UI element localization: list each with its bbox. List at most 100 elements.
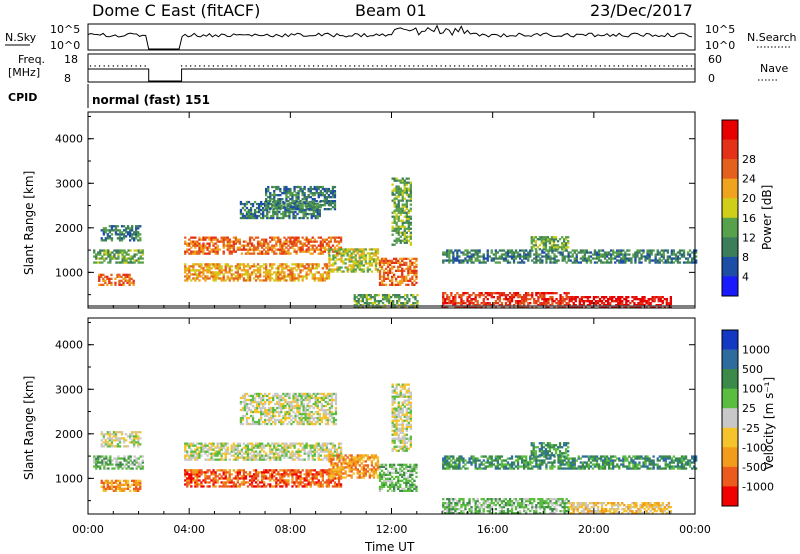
heatmap-cell xyxy=(543,294,546,297)
heatmap-cell xyxy=(117,457,120,460)
heatmap-cell xyxy=(275,252,278,255)
heatmap-cell xyxy=(198,452,201,455)
heatmap-cell xyxy=(291,194,294,197)
heatmap-cell xyxy=(103,467,106,470)
heatmap-cell xyxy=(412,306,415,309)
heatmap-cell xyxy=(466,253,469,256)
heatmap-cell xyxy=(401,197,404,200)
heatmap-cell xyxy=(405,205,408,208)
heatmap-cell xyxy=(245,216,249,220)
heatmap-cell xyxy=(401,257,404,260)
heatmap-cell xyxy=(311,458,314,461)
heatmap-cell xyxy=(206,242,209,245)
heatmap-cell xyxy=(226,442,229,445)
heatmap-cell xyxy=(125,261,128,264)
heatmap-cell xyxy=(198,271,201,274)
heatmap-cell xyxy=(510,251,514,254)
heatmap-cell xyxy=(670,249,673,252)
heatmap-cell xyxy=(494,249,497,252)
heatmap-cell xyxy=(299,450,302,453)
heatmap-cell xyxy=(382,275,386,278)
heatmap-cell xyxy=(297,202,300,205)
heatmap-cell xyxy=(458,255,461,258)
heatmap-cell xyxy=(123,251,126,254)
heatmap-cell xyxy=(494,255,497,258)
heatmap-cell xyxy=(416,294,419,297)
heatmap-cell xyxy=(348,256,351,259)
heatmap-cell xyxy=(293,275,296,278)
heatmap-cell xyxy=(186,273,189,276)
heatmap-cell xyxy=(339,448,343,451)
nave-dot xyxy=(249,65,251,67)
heatmap-cell xyxy=(578,298,581,301)
heatmap-cell xyxy=(275,275,278,278)
heatmap-cell xyxy=(214,265,217,268)
heatmap-cell xyxy=(353,300,356,303)
heatmap-cell xyxy=(674,255,678,258)
heatmap-cell xyxy=(472,261,475,264)
heatmap-cell xyxy=(230,246,233,249)
heatmap-cell xyxy=(139,251,142,254)
heatmap-cell xyxy=(409,237,412,240)
heatmap-cell xyxy=(321,450,324,453)
heatmap-cell xyxy=(295,252,298,255)
heatmap-cell xyxy=(333,206,337,209)
heatmap-cell xyxy=(236,275,239,278)
heatmap-cell xyxy=(380,279,384,282)
heatmap-cell xyxy=(391,229,394,232)
heatmap-cell xyxy=(325,200,328,203)
heatmap-cell xyxy=(329,192,333,195)
heatmap-cell xyxy=(502,292,506,295)
heatmap-cell xyxy=(401,277,404,280)
heatmap-cell xyxy=(101,459,104,462)
heatmap-cell xyxy=(234,238,237,241)
heatmap-cell xyxy=(539,292,542,295)
heatmap-cell xyxy=(547,255,550,258)
heatmap-cell xyxy=(362,256,365,259)
heatmap-cell xyxy=(299,248,302,251)
heatmap-cell xyxy=(190,481,193,484)
heatmap-cell xyxy=(242,477,246,480)
heatmap-cell xyxy=(460,296,463,299)
heatmap-cell xyxy=(399,193,402,196)
heatmap-cell xyxy=(309,271,312,274)
heatmap-cell xyxy=(456,302,459,305)
heatmap-cell xyxy=(102,239,105,242)
heatmap-cell xyxy=(184,242,187,245)
heatmap-cell xyxy=(280,212,283,216)
heatmap-cell xyxy=(610,261,613,264)
heatmap-cell xyxy=(636,251,639,254)
heatmap-cell xyxy=(220,448,223,451)
heatmap-cell xyxy=(261,444,264,447)
heatmap-cell xyxy=(285,240,288,243)
heatmap-cell xyxy=(259,481,262,484)
heatmap-cell xyxy=(333,238,337,241)
heatmap-cell xyxy=(263,263,266,266)
heatmap-cell xyxy=(360,252,363,255)
heatmap-cell xyxy=(331,454,335,457)
heatmap-cell xyxy=(621,304,624,307)
heatmap-cell xyxy=(277,456,280,459)
heatmap-cell xyxy=(307,273,310,276)
heatmap-cell xyxy=(624,253,627,256)
heatmap-cell xyxy=(652,249,655,252)
heatmap-cell xyxy=(573,259,576,262)
heatmap-cell xyxy=(186,452,189,455)
heatmap-cell xyxy=(366,270,369,273)
heatmap-cell xyxy=(454,296,457,299)
heatmap-cell xyxy=(412,302,415,305)
heatmap-cell xyxy=(222,240,225,243)
heatmap-cell xyxy=(236,479,239,482)
heatmap-cell xyxy=(284,212,287,216)
heatmap-cell xyxy=(283,190,286,193)
heatmap-cell xyxy=(535,259,538,262)
heatmap-cell xyxy=(108,225,111,228)
heatmap-cell xyxy=(468,304,471,307)
heatmap-cell xyxy=(398,298,401,301)
heatmap-cell xyxy=(305,236,308,239)
heatmap-cell xyxy=(106,479,109,482)
colorbar-swatch xyxy=(722,198,738,219)
heatmap-cell xyxy=(383,304,387,307)
heatmap-cell xyxy=(598,304,602,307)
heatmap-cell xyxy=(285,267,288,270)
